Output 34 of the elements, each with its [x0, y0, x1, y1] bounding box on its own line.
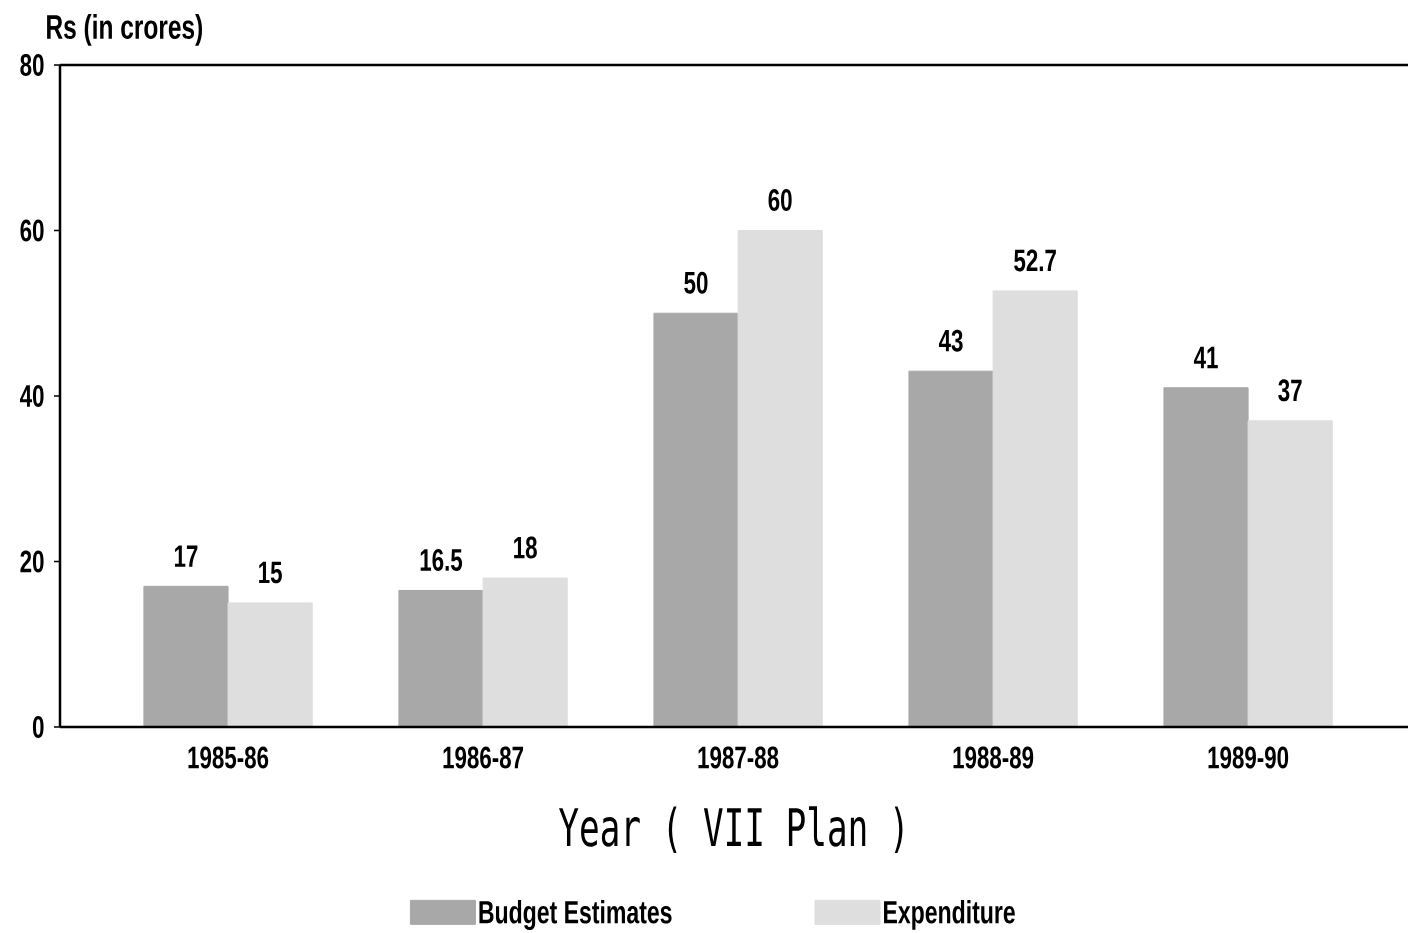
bar [482, 577, 568, 728]
bar [737, 230, 823, 728]
bar [653, 312, 739, 728]
x-axis-title: Year ( VII Plan ) [558, 806, 903, 853]
bar [1163, 387, 1249, 728]
legend-label: Expenditure [884, 900, 1015, 930]
data-label: 41 [1193, 346, 1218, 369]
y-tick-label: 0 [32, 716, 44, 738]
y-tick-label: 40 [20, 385, 44, 407]
y-tick-label: 20 [20, 550, 44, 573]
x-tick-label: 1986-87 [443, 746, 524, 769]
y-axis-title: Rs (in crores) [47, 14, 203, 46]
data-label: 15 [259, 561, 282, 584]
bar [398, 589, 484, 728]
bar [227, 602, 313, 728]
legend-label: Budget Estimates [479, 900, 672, 930]
y-tick-label: 60 [20, 219, 44, 242]
bar [992, 290, 1078, 728]
data-label: 60 [768, 189, 792, 211]
data-label: 52.7 [1014, 249, 1056, 272]
data-label: 37 [1278, 379, 1302, 402]
data-label: 43 [938, 329, 963, 352]
y-tick-label: 80 [20, 54, 44, 76]
x-tick-label: 1987-88 [698, 746, 779, 769]
data-label: 50 [684, 271, 708, 294]
x-tick-label: 1988-89 [953, 746, 1034, 769]
bar [1247, 420, 1333, 728]
bar [143, 585, 229, 728]
bar [908, 370, 994, 728]
x-tick-label: 1985-86 [188, 746, 269, 769]
data-label: 16.5 [420, 549, 463, 571]
data-label: 17 [174, 545, 198, 567]
x-tick-label: 1989-90 [1208, 746, 1289, 769]
data-label: 18 [514, 536, 537, 559]
